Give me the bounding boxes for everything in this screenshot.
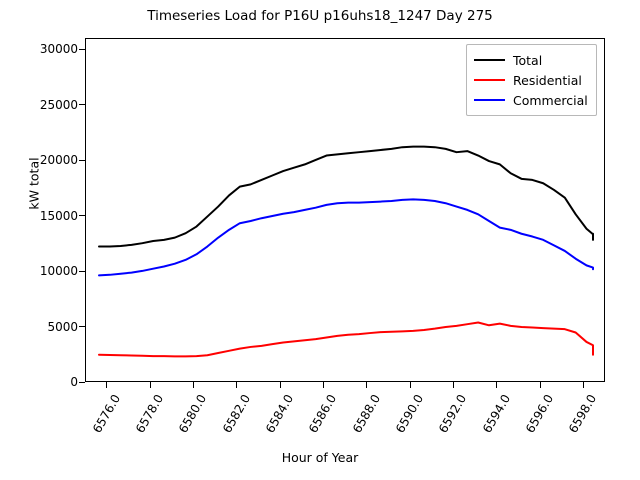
x-tick-label: 6588.0 [349, 392, 383, 436]
legend-item: Residential [474, 70, 588, 90]
series-line-commercial [98, 198, 594, 277]
x-tick-mark [366, 382, 368, 388]
y-tick-mark [79, 159, 85, 161]
y-tick-mark [79, 270, 85, 272]
chart-legend: Total Residential Commercial [466, 44, 597, 116]
legend-line-swatch [474, 59, 505, 61]
y-tick-mark [79, 381, 85, 383]
legend-label: Total [513, 52, 543, 68]
x-tick-mark [236, 382, 238, 388]
y-tick-label: 5000 [47, 319, 78, 334]
y-axis-label: kW total [26, 157, 42, 210]
x-tick-label: 6590.0 [393, 392, 427, 436]
y-tick-mark [79, 104, 85, 106]
legend-item: Commercial [474, 90, 588, 110]
legend-line-swatch [474, 99, 505, 101]
series-lines [98, 145, 594, 358]
x-tick-mark [496, 382, 498, 388]
x-tick-mark [106, 382, 108, 388]
y-tick-mark [79, 326, 85, 328]
legend-item: Total [474, 50, 588, 70]
x-tick-mark [322, 382, 324, 388]
x-axis-label: Hour of Year [281, 450, 359, 465]
x-tick-label: 6580.0 [176, 392, 210, 436]
y-tick-label: 20000 [39, 153, 78, 168]
y-tick-mark [79, 48, 85, 50]
legend-label: Commercial [513, 92, 588, 108]
x-tick-label: 6576.0 [89, 392, 123, 436]
y-tick-label: 30000 [39, 42, 78, 57]
x-tick-mark [279, 382, 281, 388]
x-tick-label: 6582.0 [219, 392, 253, 436]
x-tick-label: 6586.0 [306, 392, 340, 436]
y-tick-label: 25000 [39, 97, 78, 112]
legend-line-swatch [474, 79, 505, 81]
x-tick-label: 6598.0 [566, 392, 600, 436]
x-tick-mark [539, 382, 541, 388]
legend-label: Residential [513, 72, 582, 88]
x-tick-mark [409, 382, 411, 388]
y-axis-tick-labels: 0 5000 10000 15000 20000 25000 30000 [0, 0, 78, 480]
x-tick-label: 6578.0 [133, 392, 167, 436]
x-tick-label: 6584.0 [263, 392, 297, 436]
x-tick-label: 6592.0 [436, 392, 470, 436]
x-tick-label: 6594.0 [479, 392, 513, 436]
chart-title: Timeseries Load for P16U p16uhs18_1247 D… [147, 8, 493, 24]
x-tick-mark [452, 382, 454, 388]
x-tick-mark [149, 382, 151, 388]
x-tick-mark [582, 382, 584, 388]
y-tick-label: 15000 [39, 208, 78, 223]
y-tick-label: 0 [70, 375, 78, 389]
series-line-residential [98, 321, 594, 358]
y-tick-mark [79, 215, 85, 217]
series-line-total [98, 145, 594, 248]
x-tick-mark [192, 382, 194, 388]
y-tick-label: 10000 [39, 264, 78, 279]
x-tick-label: 6596.0 [523, 392, 557, 436]
